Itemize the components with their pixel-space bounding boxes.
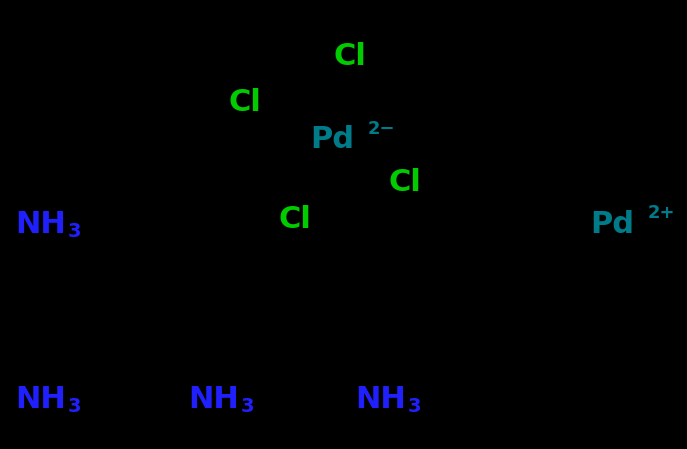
Text: 3: 3: [408, 397, 422, 416]
Text: Pd: Pd: [310, 125, 354, 154]
Text: Cl: Cl: [334, 42, 366, 71]
Text: NH: NH: [355, 385, 406, 414]
Text: 3: 3: [68, 397, 82, 416]
Text: 3: 3: [68, 222, 82, 241]
Text: Cl: Cl: [389, 168, 421, 197]
Text: NH: NH: [15, 385, 66, 414]
Text: Pd: Pd: [590, 210, 634, 239]
Text: Cl: Cl: [229, 88, 262, 117]
Text: 2+: 2+: [648, 204, 675, 222]
Text: NH: NH: [188, 385, 239, 414]
Text: 2−: 2−: [368, 120, 396, 138]
Text: NH: NH: [15, 210, 66, 239]
Text: Cl: Cl: [278, 205, 311, 234]
Text: 3: 3: [241, 397, 254, 416]
